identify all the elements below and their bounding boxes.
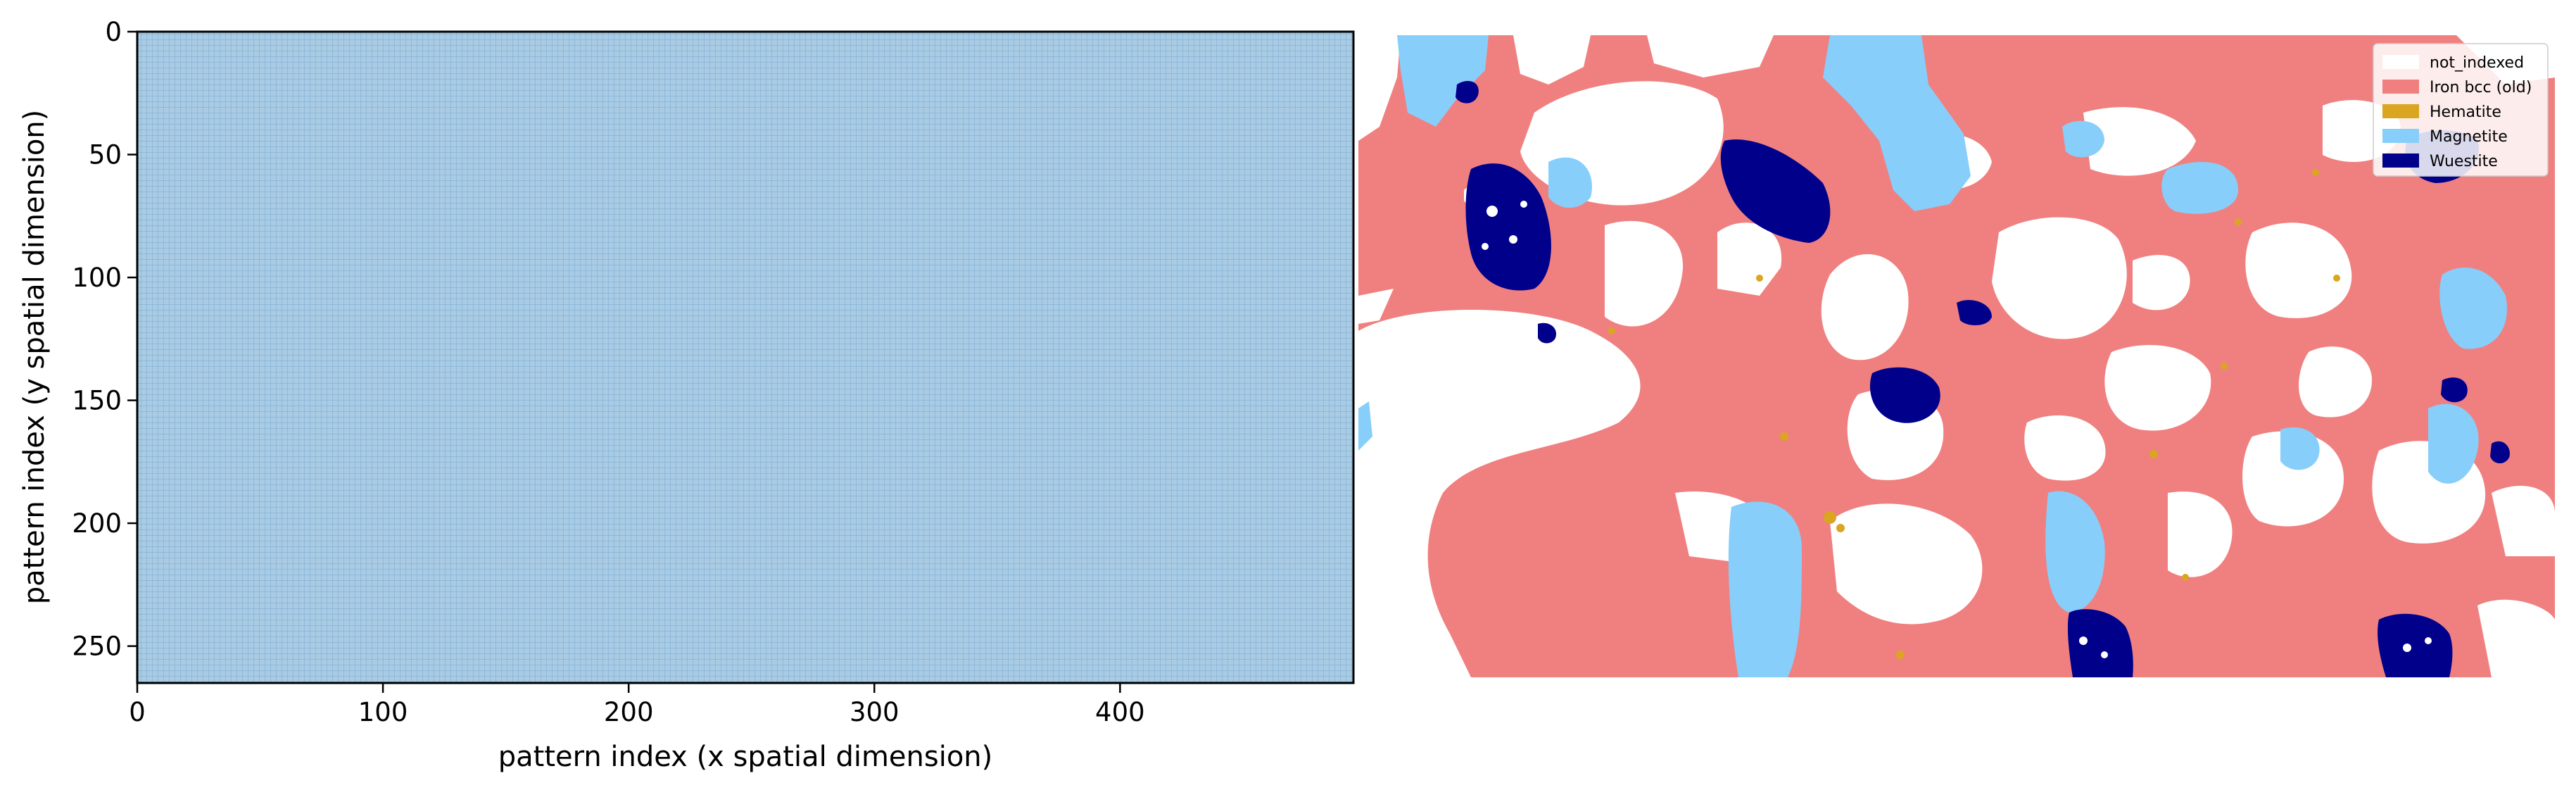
legend-swatch — [2382, 80, 2419, 94]
legend: not_indexed Iron bcc (old) Hematite Magneti… — [2373, 43, 2549, 177]
y-tick-label: 250 — [72, 632, 122, 662]
pattern-grid — [137, 32, 1353, 683]
x-axis-label: pattern index (x spatial dimension) — [498, 741, 993, 773]
phase-regions-hematite — [1608, 169, 2340, 659]
phase-regions-not-indexed — [1358, 35, 2555, 677]
y-axis-ticks: 0 50 100 150 200 250 — [72, 17, 137, 662]
y-tick-label: 200 — [72, 508, 122, 539]
phase-regions-magnetite — [1358, 35, 2507, 677]
legend-swatch — [2382, 55, 2419, 69]
y-tick-label: 100 — [72, 263, 122, 293]
legend-swatch — [2382, 129, 2419, 143]
x-tick-label: 300 — [850, 697, 899, 727]
y-tick-label: 50 — [89, 140, 122, 170]
legend-label: Iron bcc (old) — [2430, 79, 2532, 96]
legend-label: Hematite — [2430, 104, 2501, 121]
left-plot-frame — [136, 30, 1355, 684]
y-tick-label: 0 — [105, 17, 122, 47]
x-tick-label: 200 — [604, 697, 654, 727]
left-chart: 0 100 200 300 400 0 50 100 150 200 250 pattern in… — [18, 17, 1355, 773]
y-tick-label: 150 — [72, 386, 122, 416]
legend-label: not_indexed — [2430, 54, 2524, 72]
legend-swatch — [2382, 153, 2419, 168]
legend-swatch — [2382, 104, 2419, 118]
legend-label: Magnetite — [2430, 128, 2508, 146]
phase-map — [1358, 35, 2555, 677]
x-tick-label: 400 — [1095, 697, 1145, 727]
phase-speckles — [1482, 201, 2432, 658]
x-axis-ticks: 0 100 200 300 400 — [129, 683, 1145, 727]
x-tick-label: 0 — [129, 697, 146, 727]
legend-label: Wuestite — [2430, 153, 2498, 170]
x-tick-label: 100 — [358, 697, 408, 727]
y-axis-label: pattern index (y spatial dimension) — [18, 110, 51, 605]
